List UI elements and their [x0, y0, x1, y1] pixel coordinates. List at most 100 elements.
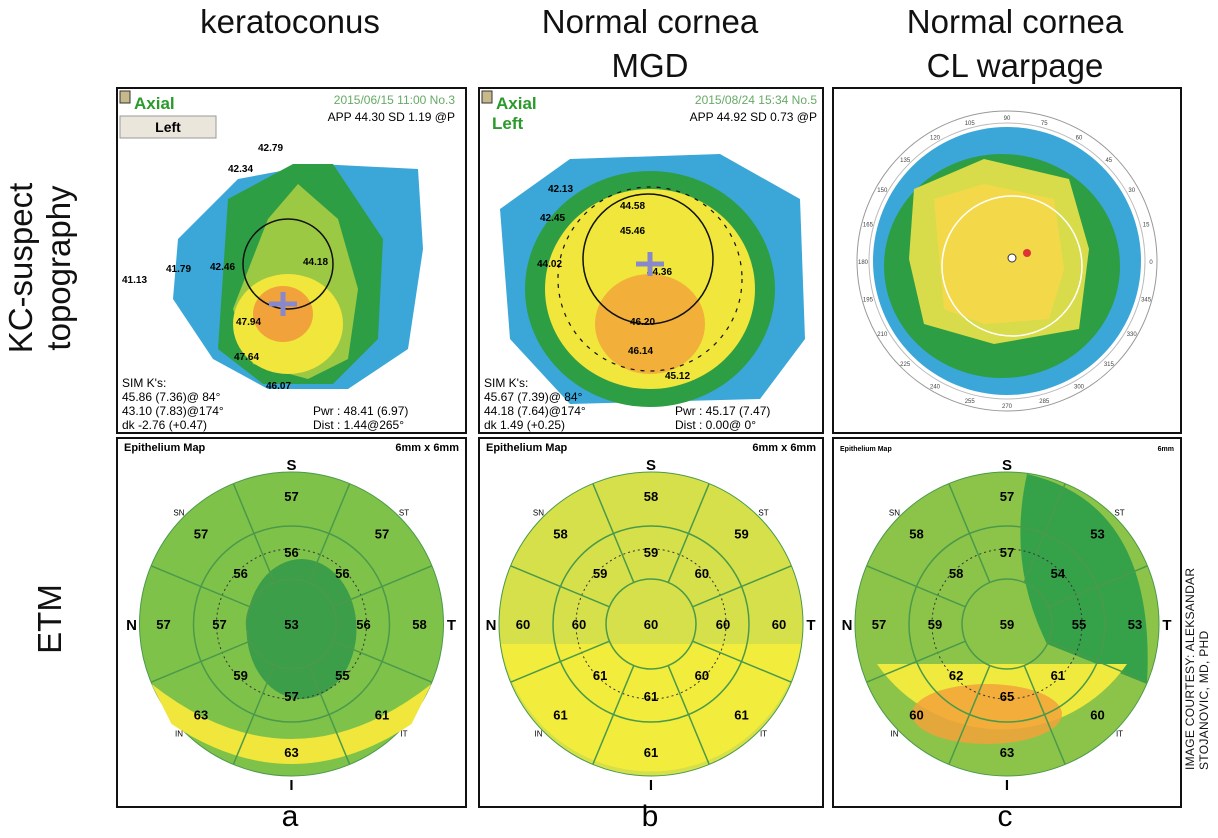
map-index-icon: [119, 90, 131, 104]
k-value: 42.79: [258, 143, 283, 154]
eye-label: Left: [492, 114, 524, 133]
degree-label: 225: [900, 362, 911, 368]
degree-label: 315: [1104, 362, 1115, 368]
direction-label-sn: SN: [533, 509, 544, 518]
k-value: 41.79: [166, 264, 191, 275]
degree-label: 150: [877, 188, 888, 194]
image-courtesy: IMAGE COURTESY: ALEKSANDAR STOJANOVIC, M…: [1183, 568, 1211, 770]
k-value: 46.20: [630, 317, 655, 328]
etm-value-outer-t: 53: [1128, 617, 1142, 632]
ring-center: [605, 578, 697, 670]
sector-line: [308, 483, 351, 583]
degree-label: 120: [930, 135, 941, 141]
eye-label: Left: [155, 119, 181, 135]
etm-value-inner-st: 54: [1051, 566, 1066, 581]
direction-label-t: T: [1162, 617, 1171, 634]
etm-value-inner-st: 56: [335, 566, 349, 581]
direction-label-it: IT: [760, 729, 767, 738]
etm-value-inner-st: 60: [695, 566, 709, 581]
etm-value-outer-i: 63: [1000, 745, 1014, 760]
etm-size: 6mm x 6mm: [395, 442, 459, 454]
etm-value-outer-in: 60: [909, 708, 923, 723]
app-value: APP 44.30 SD 1.19 @P: [328, 110, 455, 124]
column-subtitle-c: CL warpage: [926, 47, 1104, 84]
sector-line: [1048, 640, 1148, 683]
etm-value-inner-it: 60: [695, 668, 709, 683]
degree-label: 330: [1127, 332, 1138, 338]
etm-value-inner-it: 55: [335, 668, 349, 683]
row-label-topography: KC-suspect topography: [2, 138, 78, 398]
etm-value-inner-n: 59: [928, 617, 942, 632]
pupil-circle: [242, 218, 334, 310]
etm-value-inner-s: 56: [284, 545, 298, 560]
sim-k-1: 45.67 (7.39)@ 84°: [484, 390, 583, 404]
ring-center: [245, 578, 338, 670]
k-value: 41.13: [122, 275, 147, 286]
etm-header: Epithelium Map: [840, 446, 892, 453]
sector-line: [1023, 665, 1066, 765]
direction-label-st: ST: [758, 509, 768, 518]
etm-value-outer-in: 61: [553, 708, 567, 723]
dist-value: Dist : 1.44@265°: [313, 418, 404, 432]
degree-label: 60: [1076, 135, 1083, 141]
direction-label-n: N: [486, 617, 497, 634]
degree-label: 105: [965, 121, 976, 127]
etm-value-center: 60: [644, 617, 658, 632]
row-label-line2: topography: [40, 185, 77, 351]
app-value: APP 44.92 SD 0.73 @P: [690, 110, 817, 124]
panel-letter-b: b: [641, 800, 659, 833]
direction-label-s: S: [286, 457, 296, 474]
direction-label-it: IT: [1116, 729, 1123, 738]
k-value: 42.13: [548, 184, 573, 195]
etm-header: Epithelium Map: [124, 442, 206, 454]
pwr-value: Pwr : 45.17 (7.47): [675, 404, 770, 418]
map-index-icon: [481, 90, 493, 104]
etm-value-outer-i: 63: [284, 745, 298, 760]
etm-value-center: 59: [1000, 617, 1014, 632]
etm-value-outer-in: 63: [194, 708, 208, 723]
k-value: 42.34: [228, 164, 253, 175]
degree-label: 195: [863, 297, 874, 303]
column-title-b: Normal cornea: [541, 3, 759, 40]
zone-circle: [557, 186, 743, 372]
topography-panel-a: Axial Left 2015/06/15 11:00 No.3 APP 44.30 …: [116, 87, 467, 434]
panel-letter-a: a: [281, 800, 299, 833]
column-subtitle-b: MGD: [611, 47, 689, 84]
column-title-c: Normal cornea: [906, 3, 1124, 40]
exam-date: 2015/06/15 11:00 No.3: [334, 93, 456, 107]
sim-k-2: 43.10 (7.83)@174°: [122, 404, 224, 418]
k-value: 47.64: [234, 352, 259, 363]
thin-zone: [1020, 474, 1148, 684]
etm-value-inner-t: 56: [356, 617, 370, 632]
etm-value-outer-st: 57: [375, 526, 389, 541]
k-value: 44.58: [620, 201, 645, 212]
dist-value: Dist : 0.00@ 0°: [675, 418, 756, 432]
direction-label-n: N: [842, 617, 853, 634]
courtesy-line1: IMAGE COURTESY: ALEKSANDAR: [1183, 567, 1197, 770]
degree-ring-inner: [868, 122, 1146, 400]
etm-value-outer-sn: 58: [909, 526, 923, 541]
sector-line: [308, 665, 351, 765]
sector-line: [150, 640, 251, 683]
etm-value-inner-n: 57: [212, 617, 226, 632]
direction-label-it: IT: [400, 729, 407, 738]
topography-panel-c: 90 105 120 135 150 165 180 195 210 225 240 255 270 28…: [832, 87, 1182, 434]
degree-label: 165: [863, 223, 874, 229]
map-mode: Axial: [134, 94, 175, 113]
etm-value-inner-s: 57: [1000, 545, 1014, 560]
sector-line: [667, 665, 710, 765]
sector-line: [332, 640, 433, 683]
etm-value-outer-sn: 58: [553, 526, 567, 541]
pupil-circle: [582, 193, 714, 325]
direction-label-st: ST: [1114, 509, 1124, 518]
etm-value-inner-sn: 56: [233, 566, 247, 581]
etm-value-center: 53: [284, 617, 298, 632]
k-value: 46.07: [266, 381, 291, 392]
sim-k-2: 44.18 (7.64)@174°: [484, 404, 586, 418]
etm-size: 6mm: [1158, 446, 1174, 453]
sector-line: [667, 483, 710, 583]
direction-label-i: I: [289, 777, 293, 794]
sim-k-1: 45.86 (7.36)@ 84°: [122, 390, 221, 404]
etm-panel-b: 60 59 58 S 60 59 ST 60 60 T 60 61 IT 61 61 I 61 61 IN 60 60 N…: [478, 437, 824, 808]
etm-panel-a: 53 56 57 S 56 57 ST 56 58 T 55 61 IT 57 63 I 59 63 IN 57 57 N…: [116, 437, 467, 808]
